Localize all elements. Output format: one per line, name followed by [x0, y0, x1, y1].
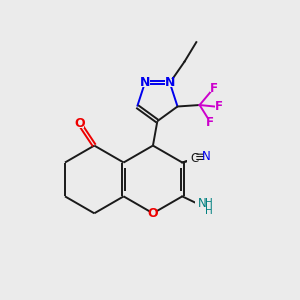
- Text: H: H: [205, 198, 213, 208]
- Text: F: F: [210, 82, 218, 95]
- FancyBboxPatch shape: [148, 209, 158, 218]
- Text: O: O: [74, 117, 85, 130]
- Text: O: O: [148, 207, 158, 220]
- FancyBboxPatch shape: [188, 153, 209, 163]
- FancyBboxPatch shape: [206, 119, 213, 126]
- Text: F: F: [206, 116, 214, 129]
- Text: H: H: [205, 206, 213, 216]
- FancyBboxPatch shape: [75, 119, 84, 128]
- FancyBboxPatch shape: [140, 79, 150, 87]
- FancyBboxPatch shape: [165, 79, 175, 87]
- Text: N: N: [198, 196, 206, 210]
- FancyBboxPatch shape: [210, 85, 217, 92]
- Text: F: F: [215, 100, 223, 113]
- FancyBboxPatch shape: [215, 103, 222, 110]
- FancyBboxPatch shape: [195, 199, 214, 214]
- Text: N: N: [165, 76, 175, 89]
- Text: N: N: [202, 150, 211, 164]
- Text: C: C: [190, 152, 199, 165]
- Text: ≡: ≡: [195, 151, 205, 164]
- Text: N: N: [140, 76, 150, 89]
